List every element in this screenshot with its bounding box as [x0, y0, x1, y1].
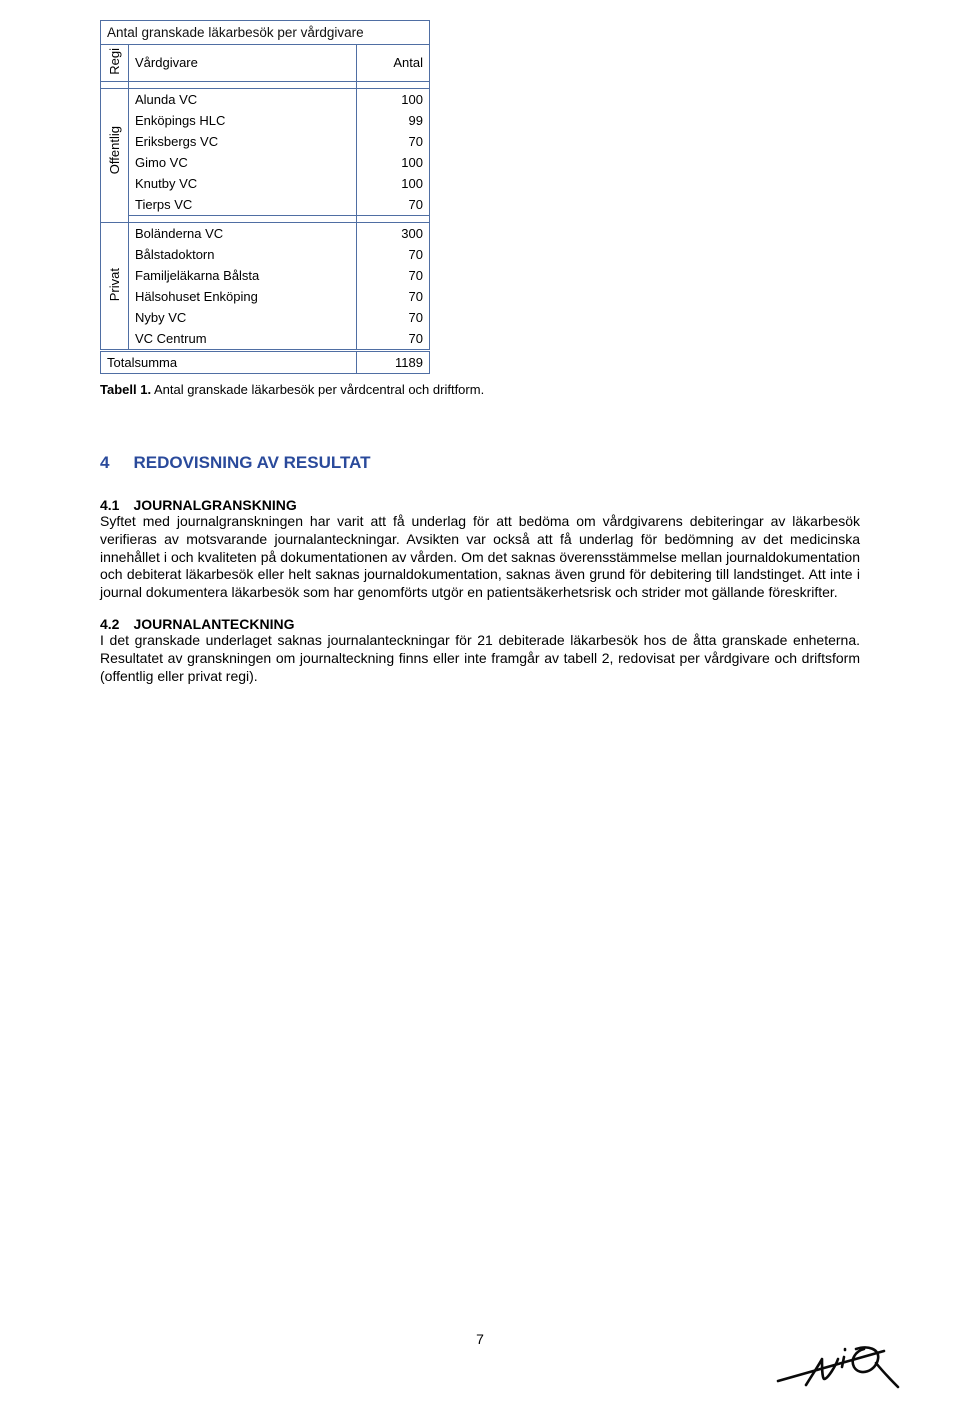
total-label: Totalsumma [101, 350, 357, 373]
table-row: Boländerna VC [129, 222, 357, 244]
table-row: Alunda VC [129, 88, 357, 110]
subheading-4-1-title: JOURNALGRANSKNING [133, 497, 296, 513]
subheading-4-1-num: 4.1 [100, 497, 119, 513]
table-row: Nyby VC [129, 307, 357, 328]
table-caption: Tabell 1. Antal granskade läkarbesök per… [100, 382, 860, 397]
caption-bold: Tabell 1. [100, 382, 151, 397]
table-row: Eriksbergs VC [129, 131, 357, 152]
table-row: Knutby VC [129, 173, 357, 194]
table-cell-value: 300 [356, 222, 429, 244]
table-title: Antal granskade läkarbesök per vårdgivar… [101, 21, 430, 45]
group-label-offentlig: Offentlig [101, 88, 129, 215]
paragraph-4-1: Syftet med journalgranskningen har varit… [100, 513, 860, 603]
table-row: Familjeläkarna Bålsta [129, 265, 357, 286]
subheading-4-2: 4.2 JOURNALANTECKNING [100, 616, 860, 632]
subheading-4-2-title: JOURNALANTECKNING [133, 616, 294, 632]
table-row: Tierps VC [129, 194, 357, 216]
table-row: Bålstadoktorn [129, 244, 357, 265]
subheading-4-1: 4.1 JOURNALGRANSKNING [100, 497, 860, 513]
col-header-name: Vårdgivare [129, 45, 357, 82]
hiq-logo-icon [772, 1307, 902, 1393]
col-header-value: Antal [356, 45, 429, 82]
table-cell-value: 100 [356, 88, 429, 110]
table-row: VC Centrum [129, 328, 357, 351]
table-row: Enköpings HLC [129, 110, 357, 131]
table-row: Hälsohuset Enköping [129, 286, 357, 307]
group-label-privat: Privat [101, 222, 129, 350]
total-value: 1189 [356, 350, 429, 373]
caption-text: Antal granskade läkarbesök per vårdcentr… [151, 382, 484, 397]
paragraph-4-2: I det granskade underlaget saknas journa… [100, 632, 860, 686]
heading-4-num: 4 [100, 453, 109, 472]
subheading-4-2-num: 4.2 [100, 616, 119, 632]
visits-table: Antal granskade läkarbesök per vårdgivar… [100, 20, 430, 374]
heading-4-text: REDOVISNING AV RESULTAT [133, 453, 370, 472]
heading-4: 4 REDOVISNING AV RESULTAT [100, 453, 860, 473]
table-row: Gimo VC [129, 152, 357, 173]
col-header-regi: Regi [101, 45, 129, 82]
